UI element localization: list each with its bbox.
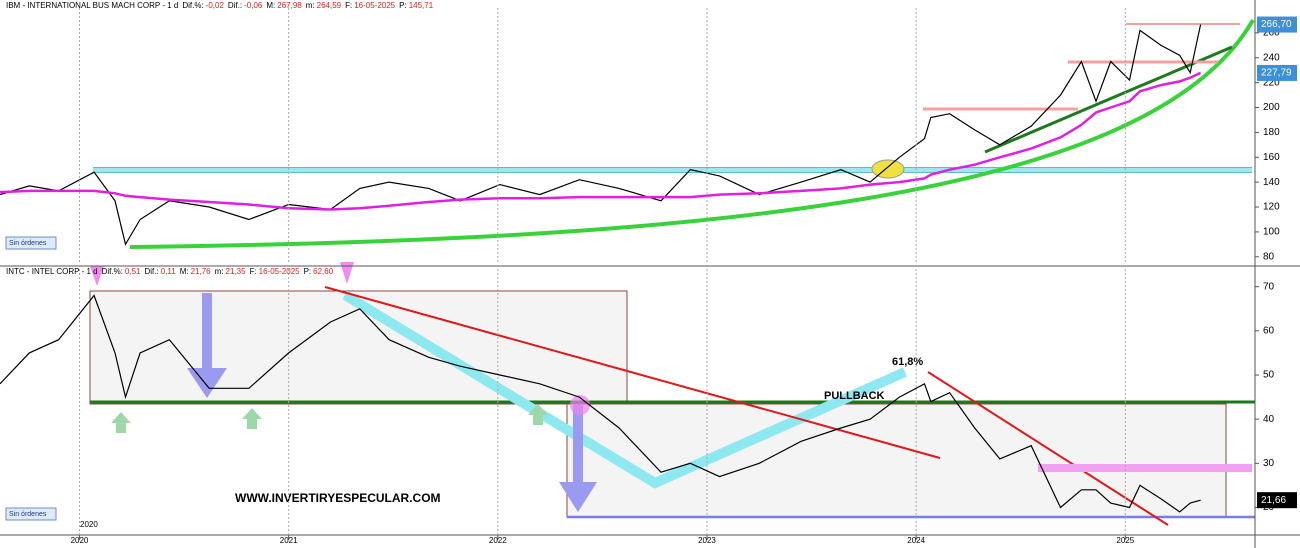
stat-label: F: (345, 1, 352, 10)
y-tick-label: 120 (1263, 202, 1280, 213)
x-tick-label: 2020 (71, 536, 89, 545)
price-tag (1257, 492, 1297, 509)
down-arrow (573, 404, 583, 484)
x-tick-label: 2024 (907, 536, 925, 545)
stat-value: 0,51 (125, 267, 141, 276)
stat-value: 62,60 (313, 267, 334, 276)
orders-label: Sin órdenes (9, 240, 47, 247)
x-tick-label: 2022 (489, 536, 507, 545)
stat-label: Dif.: (145, 267, 159, 276)
top-marker (90, 266, 104, 286)
down-arrow (559, 482, 597, 512)
stat-label: Dif.%: (182, 1, 203, 10)
stat-label: Dif.%: (102, 267, 123, 276)
stat-label: M: (266, 1, 275, 10)
top-drawings (93, 19, 1255, 249)
x-tick-label: 2021 (280, 536, 298, 545)
panel-header: IBM - INTERNATIONAL BUS MACH CORP - 1 d D… (6, 1, 434, 10)
up-arrow (242, 408, 262, 429)
up-arrow (111, 412, 131, 433)
up-arrow (528, 404, 548, 425)
stat-value: 267,98 (277, 1, 302, 10)
panel-title: IBM - INTERNATIONAL BUS MACH CORP - 1 d (6, 1, 178, 10)
stat-value: -0,02 (206, 1, 225, 10)
y-tick-label: 60 (1263, 325, 1275, 336)
y-tick-label: 100 (1263, 227, 1280, 238)
orders-box (5, 507, 57, 521)
panel-header: INTC - INTEL CORP - 1 d Dif.%: 0,51 Dif.: 0,… (6, 267, 334, 276)
stat-value: 0,11 (161, 267, 177, 276)
y-tick-label: 220 (1263, 77, 1280, 88)
y-tick-label: 200 (1263, 102, 1280, 113)
y-tick-label: 240 (1263, 52, 1280, 63)
y-tick-label: 40 (1263, 414, 1275, 425)
highlight (871, 159, 905, 179)
stat-label: Dif.: (228, 1, 242, 10)
top-marker (340, 262, 354, 284)
y-tick-label: 50 (1263, 370, 1275, 381)
stat-value: 16-05-2025 (259, 267, 300, 276)
annotation: PULLBACK (824, 390, 885, 402)
stat-label: P: (304, 267, 312, 276)
price-tag-label: 266,70 (1261, 19, 1292, 30)
down-arrow (187, 368, 227, 398)
stat-value: 16-05-2025 (354, 1, 395, 10)
y-tick-label: 80 (1263, 251, 1275, 262)
y-tick-label: 30 (1263, 458, 1275, 469)
annotation: 61,8% (892, 356, 923, 368)
y-tick-label: 260 (1263, 28, 1280, 39)
trend-curve (129, 19, 1255, 249)
resistance-band (1038, 464, 1252, 472)
stat-label: m: (306, 1, 315, 10)
highlight (570, 395, 590, 415)
stat-value: 145,71 (409, 1, 434, 10)
trend-line (927, 371, 1169, 526)
stat-value: 21,35 (226, 267, 247, 276)
y-tick-label: 70 (1263, 281, 1275, 292)
y-tick-label: 160 (1263, 152, 1280, 163)
panel-title: INTC - INTEL CORP - 1 d (6, 267, 98, 276)
stat-value: 21,76 (191, 267, 212, 276)
watermark: WWW.INVERTIRYESPECULAR.COM (235, 491, 441, 505)
stat-label: m: (215, 267, 224, 276)
orders-label: Sin órdenes (9, 511, 47, 518)
stat-value: -0,06 (244, 1, 263, 10)
wave-path (342, 290, 908, 489)
support-band (93, 168, 1252, 172)
bottom-drawings (89, 262, 1255, 526)
price-tag-label: 227,79 (1261, 68, 1292, 79)
stat-label: M: (180, 267, 189, 276)
price-tag (1257, 16, 1297, 33)
trend-line (984, 45, 1233, 154)
orders-box (5, 236, 57, 250)
down-arrow (202, 293, 212, 368)
price-tag-label: 21,66 (1261, 495, 1286, 506)
y-tick-label: 140 (1263, 177, 1280, 188)
x-tick-label: 2023 (698, 536, 716, 545)
price-line (0, 24, 1202, 246)
stat-label: P: (399, 1, 407, 10)
price-line (0, 71, 1202, 211)
x-tick-label: 2025 (1116, 536, 1134, 545)
start-label: 2020 (80, 520, 98, 529)
price-line (0, 294, 1201, 513)
stat-value: 264,59 (317, 1, 342, 10)
y-tick-label: 180 (1263, 127, 1280, 138)
price-tag (1257, 64, 1297, 81)
stat-label: F: (250, 267, 257, 276)
